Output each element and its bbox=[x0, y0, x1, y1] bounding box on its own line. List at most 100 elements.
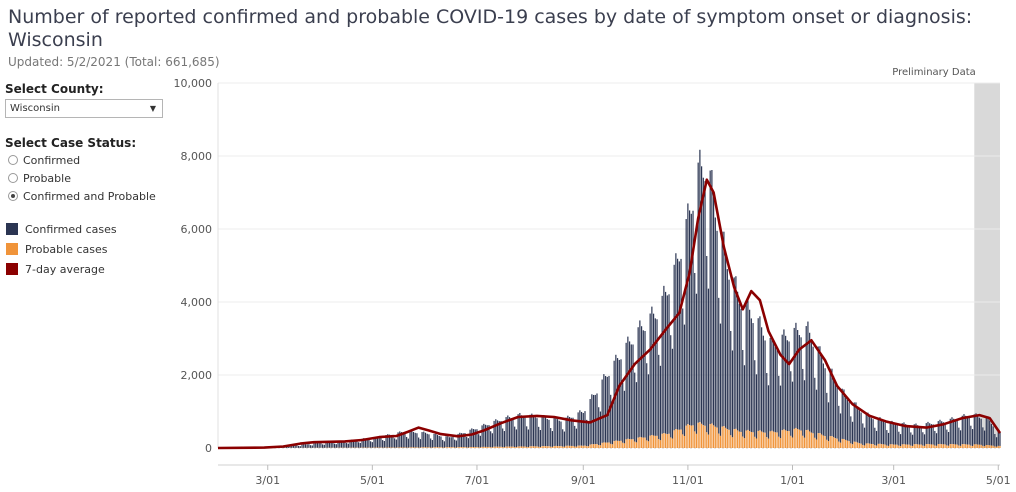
bar-confirmed bbox=[697, 162, 699, 423]
bar-confirmed bbox=[517, 414, 519, 447]
bar-probable bbox=[913, 444, 915, 448]
bar-confirmed bbox=[971, 429, 974, 446]
status-radio-probable[interactable]: Probable bbox=[8, 171, 71, 187]
bar-confirmed bbox=[670, 335, 672, 438]
bar-confirmed bbox=[330, 442, 332, 448]
bar-probable bbox=[887, 445, 890, 448]
bar-confirmed bbox=[850, 416, 852, 444]
bar-confirmed bbox=[392, 434, 394, 448]
bar-confirmed bbox=[946, 429, 948, 446]
bar-confirmed bbox=[867, 412, 869, 444]
bar-confirmed bbox=[982, 427, 984, 446]
bar-probable bbox=[676, 429, 679, 448]
bar-probable bbox=[863, 445, 866, 448]
bar-probable bbox=[759, 430, 761, 448]
bar-confirmed bbox=[430, 438, 432, 448]
bar-confirmed bbox=[963, 414, 965, 445]
bar-probable bbox=[500, 446, 502, 448]
bar-confirmed bbox=[875, 430, 878, 446]
bar-confirmed bbox=[814, 377, 816, 438]
bar-probable bbox=[402, 447, 404, 448]
county-dropdown[interactable]: Wisconsin ▼ bbox=[5, 99, 163, 118]
bar-probable bbox=[987, 445, 989, 448]
bar-confirmed bbox=[851, 421, 854, 445]
bar-confirmed bbox=[827, 402, 830, 442]
bar-probable bbox=[877, 443, 879, 448]
bar-confirmed bbox=[519, 412, 521, 447]
bar-confirmed bbox=[858, 410, 860, 444]
bar-confirmed bbox=[522, 416, 524, 447]
bar-confirmed bbox=[603, 374, 605, 443]
bar-probable bbox=[918, 444, 920, 448]
bar-probable bbox=[761, 431, 763, 448]
bar-probable bbox=[917, 444, 919, 448]
legend-swatch-probable bbox=[6, 243, 18, 255]
bar-confirmed bbox=[958, 427, 960, 446]
avg-line bbox=[217, 178, 1002, 450]
bar-confirmed bbox=[800, 337, 802, 431]
bar-confirmed bbox=[296, 445, 298, 448]
bar-probable bbox=[910, 445, 912, 448]
bar-probable bbox=[733, 429, 735, 448]
bar-probable bbox=[416, 447, 418, 448]
bar-probable bbox=[731, 437, 734, 448]
bar-confirmed bbox=[320, 443, 322, 448]
bar-probable bbox=[498, 446, 500, 448]
bar-confirmed bbox=[610, 394, 612, 444]
bar-confirmed bbox=[543, 414, 545, 447]
bar-probable bbox=[942, 444, 945, 448]
bar-confirmed bbox=[882, 421, 884, 445]
bar-confirmed bbox=[987, 416, 989, 446]
bar-probable bbox=[661, 433, 663, 448]
bar-confirmed bbox=[731, 350, 734, 438]
status-radio-confirmed-and-probable[interactable]: Confirmed and Probable bbox=[8, 189, 156, 205]
bar-probable bbox=[483, 446, 485, 448]
bar-probable bbox=[625, 439, 627, 448]
bar-probable bbox=[479, 447, 481, 448]
bar-confirmed bbox=[416, 433, 418, 448]
bar-probable bbox=[598, 445, 600, 448]
status-label-both: Confirmed and Probable bbox=[23, 190, 156, 203]
bar-probable bbox=[534, 446, 536, 448]
updated-text: Updated: 5/2/2021 (Total: 661,685) bbox=[8, 55, 220, 69]
preliminary-band bbox=[974, 83, 1000, 448]
bar-confirmed bbox=[316, 443, 319, 448]
bar-probable bbox=[958, 445, 960, 448]
bar-confirmed bbox=[925, 423, 927, 445]
bar-confirmed bbox=[536, 418, 538, 447]
bar-probable bbox=[769, 431, 771, 448]
bar-confirmed bbox=[285, 446, 288, 448]
bar-probable bbox=[949, 444, 951, 448]
bar-probable bbox=[491, 447, 493, 448]
status-radio-confirmed[interactable]: Confirmed bbox=[8, 153, 80, 169]
bar-confirmed bbox=[733, 277, 735, 430]
bar-probable bbox=[562, 446, 564, 448]
x-tick-label: 3/01 bbox=[255, 474, 280, 487]
bar-confirmed bbox=[680, 258, 682, 430]
bar-probable bbox=[467, 447, 469, 448]
bar-probable bbox=[894, 444, 896, 448]
bar-probable bbox=[869, 443, 871, 448]
bar-probable bbox=[508, 446, 511, 448]
bar-probable bbox=[781, 430, 783, 448]
bar-confirmed bbox=[551, 431, 554, 447]
bar-probable bbox=[814, 437, 816, 448]
bar-probable bbox=[466, 447, 468, 448]
bar-probable bbox=[589, 444, 591, 448]
bar-probable bbox=[970, 445, 972, 448]
bar-probable bbox=[862, 444, 864, 448]
bar-confirmed bbox=[959, 430, 962, 446]
bar-probable bbox=[843, 439, 845, 448]
bar-probable bbox=[965, 444, 967, 448]
bar-confirmed bbox=[905, 424, 907, 445]
bar-probable bbox=[790, 435, 792, 448]
bar-confirmed bbox=[471, 428, 473, 448]
bar-probable bbox=[697, 422, 699, 448]
bar-confirmed bbox=[785, 335, 787, 431]
bar-probable bbox=[493, 446, 495, 448]
bar-confirmed bbox=[363, 438, 365, 448]
bar-probable bbox=[488, 446, 490, 448]
bar-probable bbox=[826, 439, 828, 448]
bar-confirmed bbox=[541, 415, 543, 447]
bar-confirmed bbox=[358, 442, 360, 448]
